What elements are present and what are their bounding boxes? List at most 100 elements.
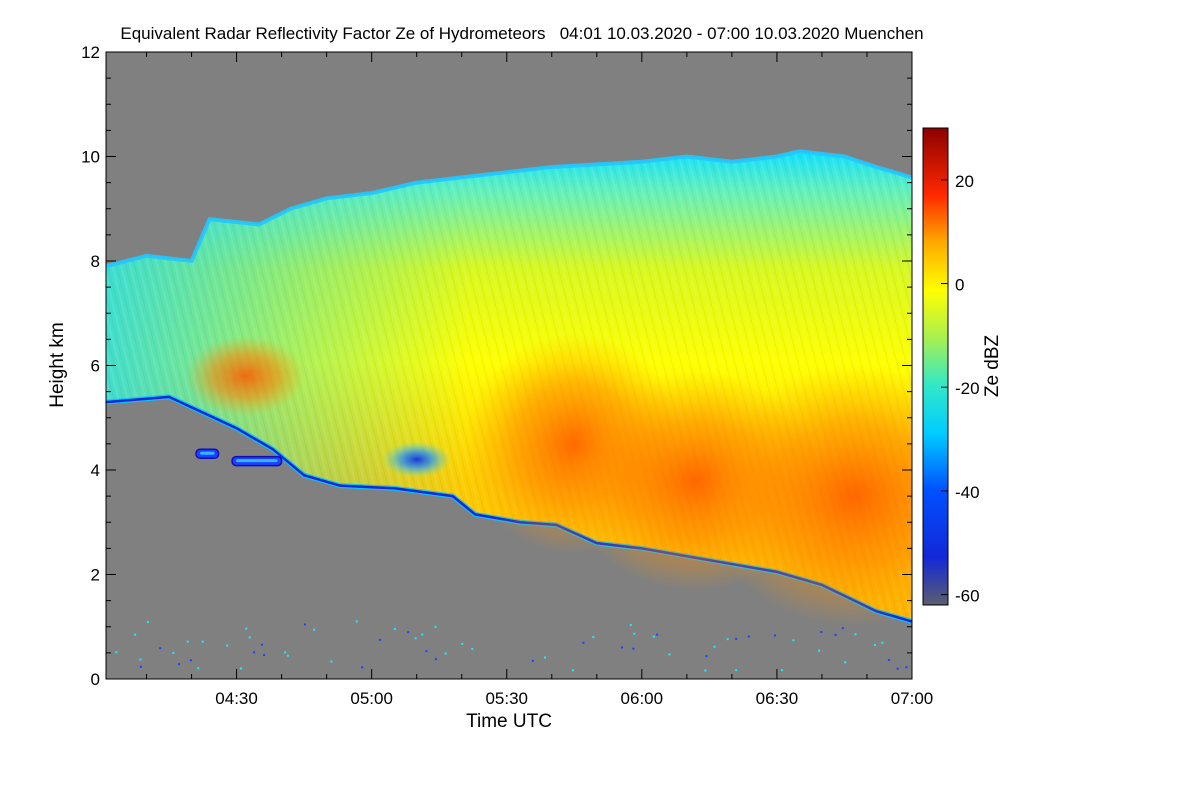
feature-layer — [185, 333, 912, 627]
clutter-pixel — [186, 640, 189, 643]
y-tick-label: 12 — [81, 43, 100, 62]
x-tick-label: 04:30 — [215, 689, 258, 708]
clutter-pixel — [652, 635, 655, 638]
colorbar-ticks: -60 -40 -20 0 20 — [941, 172, 980, 606]
y-axis: 0 2 4 6 8 10 12 — [81, 43, 912, 689]
clutter-pixel — [781, 669, 784, 672]
clutter-pixel — [263, 654, 266, 657]
clutter-pixel — [844, 661, 847, 664]
colorbar-tick-label: -60 — [955, 587, 980, 606]
colorbar-label: Ze dBZ — [982, 334, 1003, 397]
clutter-pixel — [201, 640, 204, 643]
clutter-pixel — [134, 633, 137, 636]
clutter-pixel — [393, 627, 396, 630]
clutter-pixel — [434, 658, 437, 661]
clutter-pixel — [543, 656, 546, 659]
clutter-pixel — [713, 645, 716, 648]
x-axis: 04:30 05:00 05:30 06:00 06:30 07:00 — [146, 52, 934, 708]
clutter-pixel — [330, 660, 333, 663]
x-tick-label: 05:30 — [485, 689, 528, 708]
x-axis-label: Time UTC — [466, 711, 552, 732]
plot-area — [105, 51, 913, 680]
reflectivity-weak-echo-0510 — [382, 441, 451, 478]
colorbar-tick-label: 20 — [955, 172, 974, 191]
clutter-pixel — [260, 643, 263, 646]
y-axis-label: Height km — [47, 322, 68, 408]
clutter-pixel — [245, 627, 248, 630]
clutter-pixel — [226, 644, 229, 647]
clutter-pixel — [592, 636, 595, 639]
y-tick-label: 10 — [81, 148, 100, 167]
clutter-pixel — [355, 620, 358, 623]
clutter-pixel — [582, 641, 585, 644]
clutter-pixel — [248, 636, 251, 639]
clutter-pixel — [139, 658, 142, 661]
colorbar-gradient — [922, 127, 949, 606]
clutter-pixel — [461, 642, 464, 645]
cloud-top-edge — [106, 149, 912, 269]
clutter-pixel — [726, 638, 729, 641]
colorbar-tick-label: -40 — [955, 483, 980, 502]
clutter-pixel — [656, 633, 659, 636]
clutter-pixel — [887, 658, 890, 661]
clutter-pixel — [425, 650, 428, 653]
clutter-pixel — [197, 667, 200, 670]
clutter-pixel — [444, 652, 447, 655]
y-tick-label: 8 — [91, 252, 100, 271]
clutter-pixel — [905, 666, 908, 669]
clutter-pixel — [792, 639, 795, 642]
clutter-pixel — [621, 646, 624, 649]
x-tick-label: 06:30 — [756, 689, 799, 708]
y-tick-label: 4 — [91, 461, 100, 480]
y-tick-label: 0 — [91, 670, 100, 689]
clutter-pixel — [139, 665, 142, 668]
clutter-pixel — [115, 651, 118, 654]
isolated-echo-core — [200, 451, 215, 455]
y-tick-label: 2 — [91, 566, 100, 585]
reflectivity-core-0440 — [185, 335, 306, 416]
clutter-pixel — [854, 633, 857, 636]
clutter-pixel — [421, 633, 424, 636]
ground-clutter-layer — [115, 620, 908, 672]
clutter-pixel — [471, 647, 474, 650]
clutter-pixel — [172, 651, 175, 654]
clutter-pixel — [531, 659, 534, 662]
clutter-pixel — [434, 625, 437, 628]
clutter-pixel — [303, 623, 306, 626]
colorbar-tick-label: -20 — [955, 379, 980, 398]
clutter-pixel — [189, 659, 192, 662]
clutter-pixel — [286, 654, 289, 657]
clutter-pixel — [253, 651, 256, 654]
clutter-pixel — [633, 632, 636, 635]
clutter-pixel — [632, 647, 635, 650]
clutter-pixel — [284, 651, 287, 654]
clutter-pixel — [841, 627, 844, 630]
clutter-pixel — [834, 633, 837, 636]
clutter-pixel — [668, 653, 671, 656]
x-tick-label: 05:00 — [350, 689, 393, 708]
isolated-echo-layer — [195, 448, 283, 467]
clutter-pixel — [704, 669, 707, 672]
clutter-pixel — [735, 669, 738, 672]
clutter-pixel — [896, 667, 899, 670]
x-tick-label: 07:00 — [891, 689, 934, 708]
clutter-pixel — [146, 621, 149, 624]
colorbar-tick-label: 0 — [955, 276, 964, 295]
clutter-pixel — [239, 667, 242, 670]
clutter-pixel — [881, 641, 884, 644]
reflectivity-core-0645 — [703, 366, 912, 627]
clutter-pixel — [159, 647, 162, 650]
clutter-pixel — [747, 635, 750, 638]
colorbar: -60 -40 -20 0 20 Ze dBZ — [922, 127, 1003, 606]
clutter-pixel — [735, 637, 738, 640]
clutter-pixel — [178, 663, 181, 666]
clutter-pixel — [629, 623, 632, 626]
clutter-pixel — [818, 649, 821, 652]
clutter-pixel — [414, 637, 417, 640]
isolated-echo-core — [236, 459, 278, 463]
clutter-pixel — [361, 666, 364, 669]
clutter-pixel — [407, 631, 410, 634]
clutter-pixel — [313, 628, 316, 631]
chart-title: Equivalent Radar Reflectivity Factor Ze … — [120, 24, 923, 43]
